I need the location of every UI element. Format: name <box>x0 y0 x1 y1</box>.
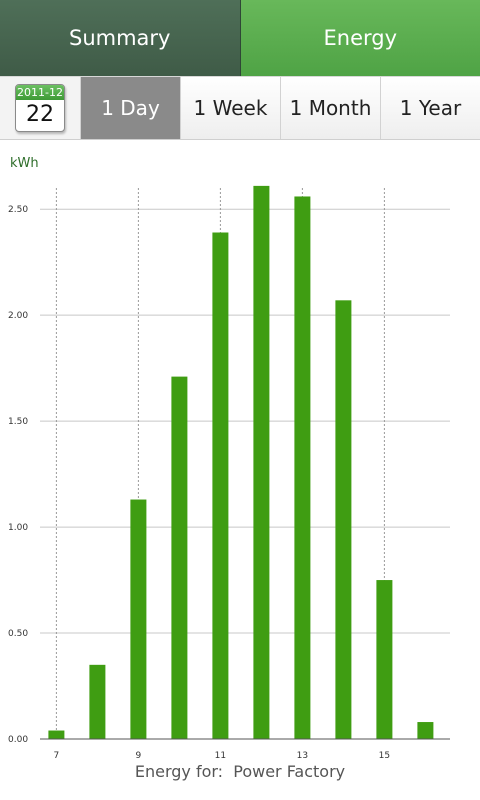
x-tick-label: 13 <box>297 751 308 761</box>
range-1-week-button[interactable]: 1 Week <box>181 77 281 139</box>
x-tick-label: 9 <box>136 751 142 761</box>
y-axis-unit-label: kWh <box>10 156 39 171</box>
calendar-month: 2011-12 <box>16 85 64 100</box>
range-1-month-button[interactable]: 1 Month <box>281 77 381 139</box>
y-tick-label: 2.50 <box>8 205 28 215</box>
bar-hour-8 <box>89 664 106 739</box>
date-picker-button[interactable]: 2011-12 22 <box>0 77 81 139</box>
footer-caption: Energy for: Power Factory <box>0 762 480 781</box>
footer-site-name: Power Factory <box>233 762 346 781</box>
energy-bar-chart: 0.00 0.50 1.00 1.50 2.00 2.50 7 9 11 13 15 <box>8 185 450 761</box>
bar-hour-11 <box>212 232 229 739</box>
bar-hour-9 <box>130 499 147 739</box>
range-1-day-button[interactable]: 1 Day <box>81 77 181 139</box>
x-tick-label: 11 <box>215 751 226 761</box>
y-tick-label: 2.00 <box>8 311 28 321</box>
bar-hour-7 <box>48 730 65 739</box>
y-tick-label: 0.00 <box>8 735 28 745</box>
bar-hour-10 <box>171 376 188 739</box>
bar-hour-16 <box>417 722 434 739</box>
bar-hour-13 <box>294 196 311 739</box>
range-selector: 2011-12 22 1 Day 1 Week 1 Month 1 Year <box>0 76 480 140</box>
range-1-year-button[interactable]: 1 Year <box>381 77 480 139</box>
bar-hour-14 <box>335 300 352 739</box>
tab-summary[interactable]: Summary <box>0 0 241 76</box>
x-tick-label: 15 <box>379 751 390 761</box>
bar-hour-12 <box>253 185 270 740</box>
calendar-day: 22 <box>26 102 54 127</box>
y-tick-label: 1.00 <box>8 523 28 533</box>
footer-label: Energy for: <box>134 762 224 781</box>
bar-hour-15 <box>376 580 393 739</box>
tab-energy[interactable]: Energy <box>240 0 480 76</box>
y-tick-label: 0.50 <box>8 629 28 639</box>
y-tick-label: 1.50 <box>8 417 28 427</box>
x-tick-label: 7 <box>54 751 60 761</box>
calendar-icon: 2011-12 22 <box>15 84 65 132</box>
top-tab-bar: Summary Energy <box>0 0 480 76</box>
